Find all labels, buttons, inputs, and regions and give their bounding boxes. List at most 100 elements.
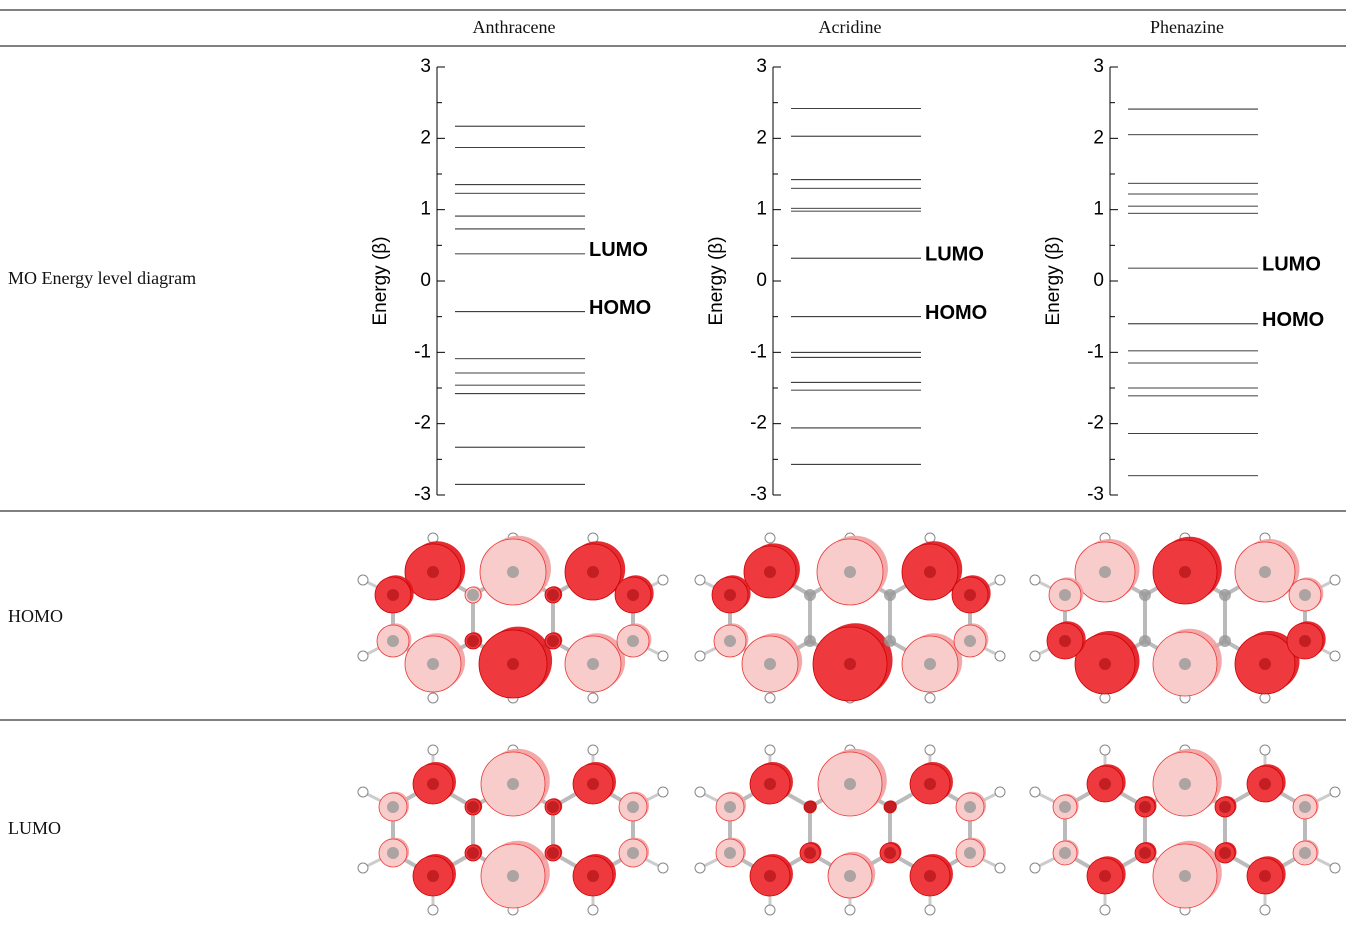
atom: [964, 589, 976, 601]
hydrogen: [358, 863, 368, 873]
y-tick-label: -3: [1087, 484, 1104, 505]
hydrogen: [695, 787, 705, 797]
atom: [1059, 635, 1071, 647]
hydrogen: [925, 693, 935, 703]
row-label: HOMO: [8, 606, 63, 626]
atom: [764, 566, 776, 578]
atom: [1299, 589, 1311, 601]
atom: [1179, 566, 1191, 578]
y-tick-label: 3: [1093, 56, 1104, 77]
atom: [924, 778, 936, 790]
atom: [1139, 801, 1151, 813]
atom: [1059, 801, 1071, 813]
atom: [1139, 847, 1151, 859]
hydrogen: [1030, 575, 1040, 585]
atom: [1099, 870, 1111, 882]
atom: [587, 566, 599, 578]
level-annotation: LUMO: [925, 243, 984, 265]
atom: [427, 870, 439, 882]
atom: [1219, 801, 1231, 813]
hydrogen: [995, 863, 1005, 873]
hydrogen: [1260, 693, 1270, 703]
atom: [547, 589, 559, 601]
y-tick-label: 1: [1093, 199, 1104, 220]
y-tick-label: -3: [414, 484, 431, 505]
hydrogen: [1100, 905, 1110, 915]
y-tick-label: 0: [1093, 270, 1104, 291]
hydrogen: [428, 905, 438, 915]
atom: [467, 801, 479, 813]
atom: [1139, 589, 1151, 601]
atom: [884, 847, 896, 859]
hydrogen: [658, 863, 668, 873]
atom: [1219, 589, 1231, 601]
hydrogen: [1330, 651, 1340, 661]
atom: [884, 589, 896, 601]
atom: [804, 847, 816, 859]
atom: [587, 778, 599, 790]
level-annotation: HOMO: [925, 302, 987, 324]
atom: [724, 847, 736, 859]
hydrogen: [428, 693, 438, 703]
atom: [1099, 778, 1111, 790]
column-header: Phenazine: [1150, 17, 1224, 37]
page: Anthracene Acridine Phenazine MO Energy …: [0, 0, 1346, 928]
hydrogen: [1100, 745, 1110, 755]
atom: [587, 658, 599, 670]
atom: [1259, 566, 1271, 578]
atom: [1259, 870, 1271, 882]
hydrogen: [658, 651, 668, 661]
atom: [427, 778, 439, 790]
atom: [547, 635, 559, 647]
hydrogen: [1100, 693, 1110, 703]
atom: [804, 589, 816, 601]
atom: [1219, 635, 1231, 647]
atom: [844, 566, 856, 578]
atom: [844, 870, 856, 882]
atom: [627, 635, 639, 647]
table-figure: Anthracene Acridine Phenazine MO Energy …: [0, 0, 1346, 928]
atom: [924, 870, 936, 882]
atom: [1179, 870, 1191, 882]
y-tick-label: -2: [1087, 413, 1104, 434]
atom: [507, 870, 519, 882]
atom: [724, 589, 736, 601]
hydrogen: [658, 787, 668, 797]
atom: [467, 847, 479, 859]
hydrogen: [995, 787, 1005, 797]
level-annotation: LUMO: [1262, 253, 1321, 275]
hydrogen: [1260, 745, 1270, 755]
hydrogen: [358, 651, 368, 661]
atom: [467, 635, 479, 647]
atom: [627, 847, 639, 859]
atom: [507, 778, 519, 790]
atom: [587, 870, 599, 882]
hydrogen: [995, 651, 1005, 661]
atom: [964, 847, 976, 859]
orbital-images: [358, 533, 1340, 915]
atom: [1299, 635, 1311, 647]
atom: [387, 847, 399, 859]
hydrogen: [765, 533, 775, 543]
atom: [1179, 778, 1191, 790]
hydrogen: [695, 651, 705, 661]
y-tick-label: 2: [1093, 127, 1104, 148]
atom: [507, 658, 519, 670]
atom: [1219, 847, 1231, 859]
atom: [1259, 658, 1271, 670]
atom: [844, 778, 856, 790]
atom: [387, 589, 399, 601]
hydrogen: [588, 905, 598, 915]
atom: [467, 589, 479, 601]
atom: [387, 635, 399, 647]
y-tick-label: 2: [420, 127, 431, 148]
atom: [964, 801, 976, 813]
y-tick-label: 1: [756, 199, 767, 220]
atom: [627, 801, 639, 813]
hydrogen: [845, 905, 855, 915]
atom: [427, 658, 439, 670]
hydrogen: [658, 575, 668, 585]
atom: [804, 801, 816, 813]
atom: [627, 589, 639, 601]
level-annotation: LUMO: [589, 239, 648, 261]
